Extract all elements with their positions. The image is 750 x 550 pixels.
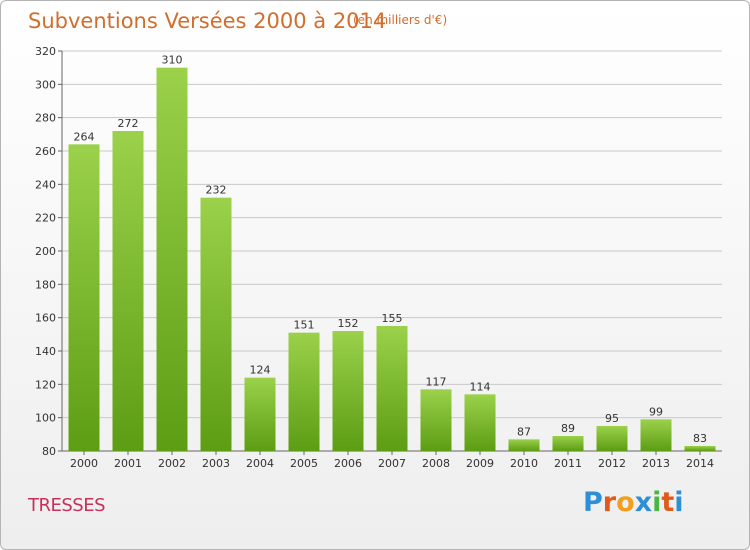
x-tick-label: 2006 bbox=[334, 457, 362, 470]
commune-name: TRESSES bbox=[28, 495, 106, 516]
x-tick-label: 2003 bbox=[202, 457, 230, 470]
logo-letter: P bbox=[583, 487, 603, 518]
x-tick-label: 2001 bbox=[114, 457, 142, 470]
bar-2005 bbox=[288, 332, 320, 451]
y-tick-label: 220 bbox=[35, 212, 56, 225]
x-tick-label: 2002 bbox=[158, 457, 186, 470]
y-tick-label: 180 bbox=[35, 278, 56, 291]
y-tick-label: 120 bbox=[35, 378, 56, 391]
x-tick-label: 2005 bbox=[290, 457, 318, 470]
bar-2006 bbox=[332, 331, 364, 451]
data-label-2008: 117 bbox=[426, 375, 447, 388]
bar-2000 bbox=[68, 144, 100, 452]
x-tick-label: 2014 bbox=[686, 457, 714, 470]
bar-2009 bbox=[464, 394, 496, 451]
bar-2013 bbox=[640, 419, 672, 451]
data-label-2010: 87 bbox=[517, 425, 531, 438]
data-label-2001: 272 bbox=[118, 117, 139, 130]
data-label-2000: 264 bbox=[74, 130, 95, 143]
proxiti-logo[interactable]: Proxiti bbox=[583, 487, 684, 518]
data-label-2006: 152 bbox=[338, 317, 359, 330]
y-tick-label: 240 bbox=[35, 178, 56, 191]
data-label-2007: 155 bbox=[382, 312, 403, 325]
x-tick-label: 2011 bbox=[554, 457, 582, 470]
x-tick-label: 2004 bbox=[246, 457, 274, 470]
bar-2002 bbox=[156, 67, 188, 452]
bar-2004 bbox=[244, 377, 276, 451]
data-label-2005: 151 bbox=[294, 319, 315, 332]
chart-title: Subventions Versées 2000 à 2014 bbox=[28, 9, 387, 33]
data-label-2004: 124 bbox=[250, 364, 271, 377]
logo-letter: x bbox=[634, 487, 653, 518]
data-label-2011: 89 bbox=[561, 422, 575, 435]
bar-2003 bbox=[200, 197, 232, 451]
bars bbox=[68, 67, 716, 452]
x-tick-label: 2008 bbox=[422, 457, 450, 470]
data-label-2002: 310 bbox=[162, 54, 183, 67]
y-tick-label: 320 bbox=[35, 45, 56, 58]
x-tick-label: 2007 bbox=[378, 457, 406, 470]
x-tick-label: 2012 bbox=[598, 457, 626, 470]
data-label-2009: 114 bbox=[470, 380, 491, 393]
data-label-2014: 83 bbox=[693, 432, 707, 445]
y-tick-label: 100 bbox=[35, 412, 56, 425]
data-label-2013: 99 bbox=[649, 405, 663, 418]
logo-letter: r bbox=[602, 487, 617, 518]
y-tick-label: 160 bbox=[35, 312, 56, 325]
logo-letter: o bbox=[616, 487, 635, 518]
data-labels: 264 272 310 232 124 151 152 155 117 114 87 89 95 99 83 bbox=[74, 54, 708, 445]
y-tick-label: 280 bbox=[35, 112, 56, 125]
bar-2012 bbox=[596, 426, 628, 451]
data-label-2003: 232 bbox=[206, 184, 227, 197]
y-tick-label: 300 bbox=[35, 78, 56, 91]
bar-2010 bbox=[508, 439, 540, 451]
x-tick-label: 2009 bbox=[466, 457, 494, 470]
x-tick-label: 2000 bbox=[70, 457, 98, 470]
chart-unit: (en milliers d'€) bbox=[353, 13, 448, 27]
axes: 80 100 120 140 160 180 200 220 240 260 280 300 320 20… bbox=[35, 45, 722, 470]
logo-letter: i bbox=[652, 487, 662, 518]
logo-letter: t bbox=[661, 487, 675, 518]
y-tick-label: 200 bbox=[35, 245, 56, 258]
y-tick-label: 260 bbox=[35, 145, 56, 158]
data-label-2012: 95 bbox=[605, 412, 619, 425]
x-tick-label: 2013 bbox=[642, 457, 670, 470]
y-tick-label: 140 bbox=[35, 345, 56, 358]
logo-letter: i bbox=[674, 487, 684, 518]
bar-2001 bbox=[112, 131, 144, 451]
bar-2008 bbox=[420, 389, 452, 451]
y-tick-label: 80 bbox=[42, 445, 56, 458]
x-tick-label: 2010 bbox=[510, 457, 538, 470]
bar-2007 bbox=[376, 326, 408, 451]
bar-2014 bbox=[684, 446, 716, 451]
bar-2011 bbox=[552, 436, 584, 451]
